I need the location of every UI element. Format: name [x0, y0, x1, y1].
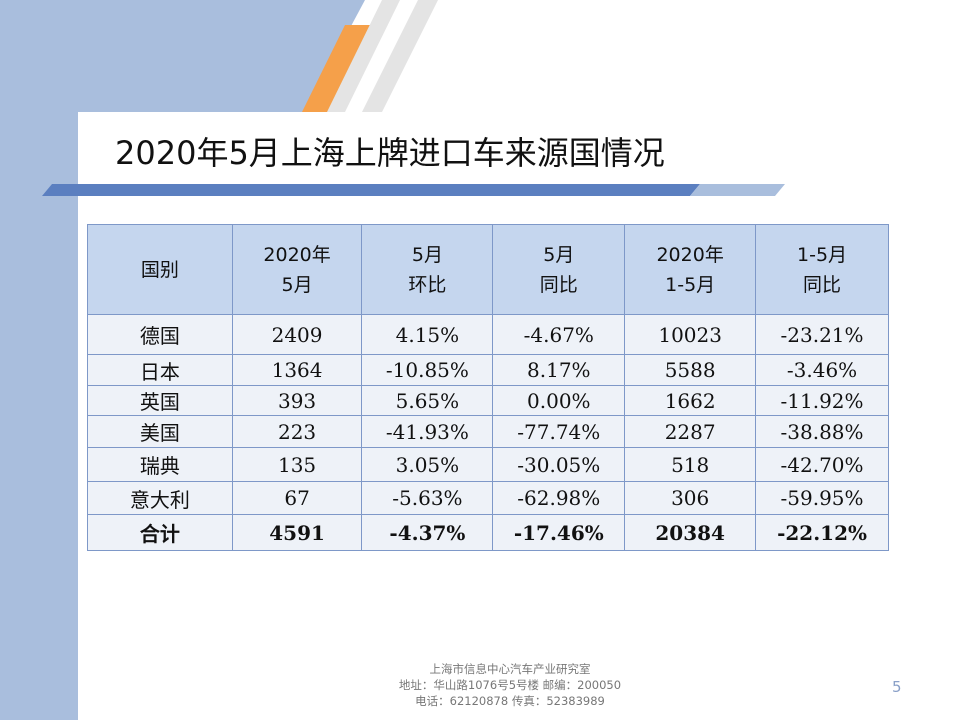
footer-contact: 上海市信息中心汽车产业研究室 地址：华山路1076号5号楼 邮编：200050 … — [360, 661, 660, 709]
cell-country: 日本 — [87, 354, 233, 386]
cell-ytd-yoy: -23.21% — [755, 314, 889, 355]
footer-address: 地址：华山路1076号5号楼 邮编：200050 — [398, 678, 622, 692]
cell-country: 瑞典 — [87, 447, 233, 482]
header-jan-may-yoy: 1-5月 同比 — [755, 224, 889, 315]
cell-ytd-yoy: -42.70% — [755, 447, 889, 482]
table-row: 美国 223 -41.93% -77.74% 2287 -38.88% — [87, 415, 889, 448]
cell-ytd: 306 — [624, 481, 757, 515]
cell-mom: -41.93% — [361, 415, 494, 448]
cell-ytd: 10023 — [624, 314, 757, 355]
cell-ytd-yoy: -38.88% — [755, 415, 889, 448]
cell-may: 1364 — [231, 354, 363, 386]
title-underline-stripe — [42, 184, 785, 196]
table-row: 意大利 67 -5.63% -62.98% 306 -59.95% — [87, 481, 889, 515]
table-row: 英国 393 5.65% 0.00% 1662 -11.92% — [87, 385, 889, 416]
cell-mom: -5.63% — [361, 481, 494, 515]
cell-total-ytd: 20384 — [624, 514, 757, 551]
cell-total-may: 4591 — [231, 514, 363, 551]
cell-mom: 5.65% — [361, 385, 494, 416]
cell-yoy: -4.67% — [492, 314, 626, 355]
cell-ytd-yoy: -11.92% — [755, 385, 889, 416]
header-may-yoy: 5月 同比 — [492, 224, 626, 315]
cell-mom: -10.85% — [361, 354, 494, 386]
cell-total-label: 合计 — [87, 514, 233, 551]
cell-yoy: -77.74% — [492, 415, 626, 448]
footer-phone: 电话：62120878 传真：52383989 — [415, 694, 605, 708]
table-row: 瑞典 135 3.05% -30.05% 518 -42.70% — [87, 447, 889, 482]
cell-yoy: 0.00% — [492, 385, 626, 416]
cell-ytd: 518 — [624, 447, 757, 482]
table-header-row: 国别 2020年 5月 5月 环比 5月 同比 2020年 1-5月 1-5月 同比 — [87, 224, 889, 315]
cell-total-mom: -4.37% — [361, 514, 494, 551]
cell-may: 223 — [231, 415, 363, 448]
cell-total-ytd-yoy: -22.12% — [755, 514, 889, 551]
cell-ytd: 1662 — [624, 385, 757, 416]
slide-title: 2020年5月上海上牌进口车来源国情况 — [115, 134, 665, 172]
title-card — [78, 112, 960, 184]
cell-yoy: -62.98% — [492, 481, 626, 515]
header-country: 国别 — [87, 224, 233, 315]
cell-mom: 3.05% — [361, 447, 494, 482]
cell-ytd: 5588 — [624, 354, 757, 386]
header-jan-may-2020: 2020年 1-5月 — [624, 224, 757, 315]
table-row: 德国 2409 4.15% -4.67% 10023 -23.21% — [87, 314, 889, 355]
cell-country: 英国 — [87, 385, 233, 416]
import-source-table: 国别 2020年 5月 5月 环比 5月 同比 2020年 1-5月 1-5月 同比 德国… — [87, 224, 889, 551]
cell-country: 意大利 — [87, 481, 233, 515]
table-total-row: 合计 4591 -4.37% -17.46% 20384 -22.12% — [87, 514, 889, 551]
cell-may: 393 — [231, 385, 363, 416]
page-number: 5 — [892, 678, 902, 696]
cell-ytd: 2287 — [624, 415, 757, 448]
cell-ytd-yoy: -3.46% — [755, 354, 889, 386]
cell-yoy: 8.17% — [492, 354, 626, 386]
cell-ytd-yoy: -59.95% — [755, 481, 889, 515]
cell-may: 2409 — [231, 314, 363, 355]
header-may-2020: 2020年 5月 — [231, 224, 363, 315]
cell-yoy: -30.05% — [492, 447, 626, 482]
cell-may: 67 — [231, 481, 363, 515]
cell-total-yoy: -17.46% — [492, 514, 626, 551]
cell-country: 德国 — [87, 314, 233, 355]
top-decor-band — [0, 0, 438, 112]
header-may-mom: 5月 环比 — [361, 224, 494, 315]
table-row: 日本 1364 -10.85% 8.17% 5588 -3.46% — [87, 354, 889, 386]
footer-org: 上海市信息中心汽车产业研究室 — [429, 662, 591, 676]
cell-may: 135 — [231, 447, 363, 482]
left-decor-band — [0, 0, 78, 720]
cell-mom: 4.15% — [361, 314, 494, 355]
cell-country: 美国 — [87, 415, 233, 448]
